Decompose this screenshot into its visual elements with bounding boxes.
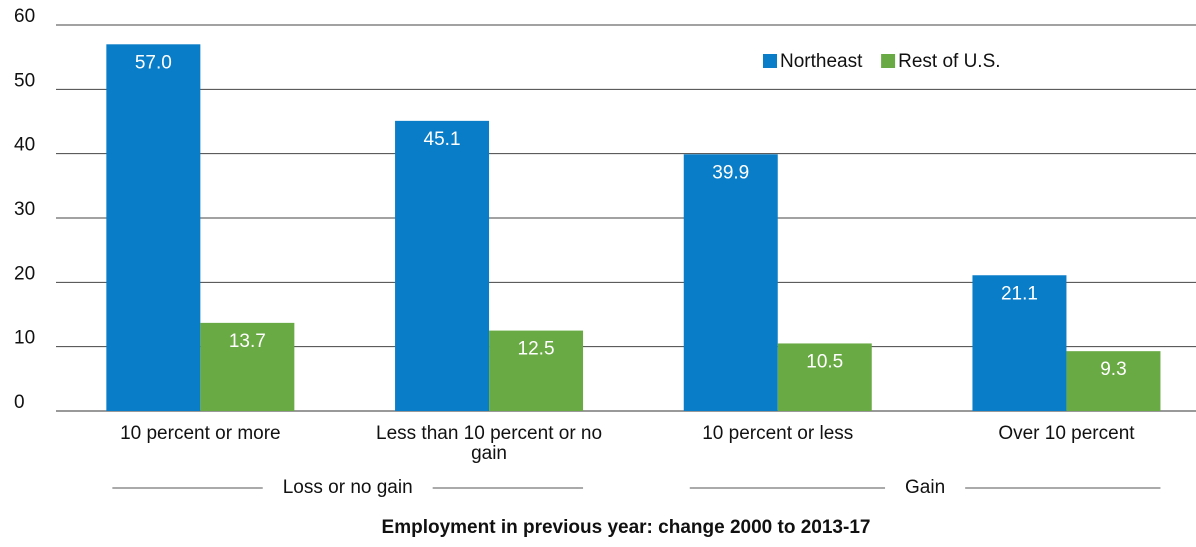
- x-tick-label-box: Over 10 percent: [998, 424, 1135, 444]
- legend-label: Northeast: [780, 51, 863, 72]
- y-tick-label: 10: [14, 328, 35, 349]
- bar: [395, 120, 490, 412]
- x-tick-label-box: Less than 10 percent or no gain: [376, 424, 603, 464]
- bar: [777, 343, 872, 411]
- value-label: 10.5: [806, 351, 843, 372]
- bar: [106, 44, 201, 412]
- legend-swatch: [881, 54, 896, 68]
- y-tick-label: 40: [14, 135, 35, 156]
- x-tick-label: 10 percent or less: [702, 424, 854, 444]
- y-tick-label: 20: [14, 263, 35, 284]
- x-axis-title: Employment in previous year: change 2000…: [382, 517, 871, 538]
- value-label: 9.3: [1100, 359, 1126, 380]
- y-tick-label: 50: [14, 70, 35, 91]
- group-label: Gain: [905, 477, 945, 498]
- bar: [1066, 351, 1161, 411]
- value-label: 57.0: [135, 52, 172, 73]
- group-label: Loss or no gain: [283, 477, 413, 498]
- x-tick-label: Over 10 percent: [998, 424, 1135, 444]
- legend-label: Rest of U.S.: [898, 51, 1000, 72]
- y-tick-label: 30: [14, 199, 35, 220]
- x-tick-label-box: 10 percent or less: [702, 424, 854, 444]
- bar: [972, 275, 1067, 411]
- legend-swatch: [763, 54, 777, 68]
- bar: [489, 330, 584, 411]
- bar: [683, 154, 778, 411]
- y-tick-label: 60: [14, 6, 35, 27]
- value-label: 39.9: [712, 162, 749, 183]
- value-label: 13.7: [229, 331, 266, 352]
- value-label: 21.1: [1001, 283, 1038, 304]
- x-tick-label: Less than 10 percent or no gain: [376, 424, 603, 464]
- x-tick-label: 10 percent or more: [120, 424, 281, 444]
- value-label: 12.5: [518, 339, 555, 360]
- y-tick-label: 0: [14, 392, 25, 413]
- value-label: 45.1: [424, 129, 461, 150]
- bar: [200, 322, 295, 411]
- x-tick-label-box: 10 percent or more: [120, 424, 281, 444]
